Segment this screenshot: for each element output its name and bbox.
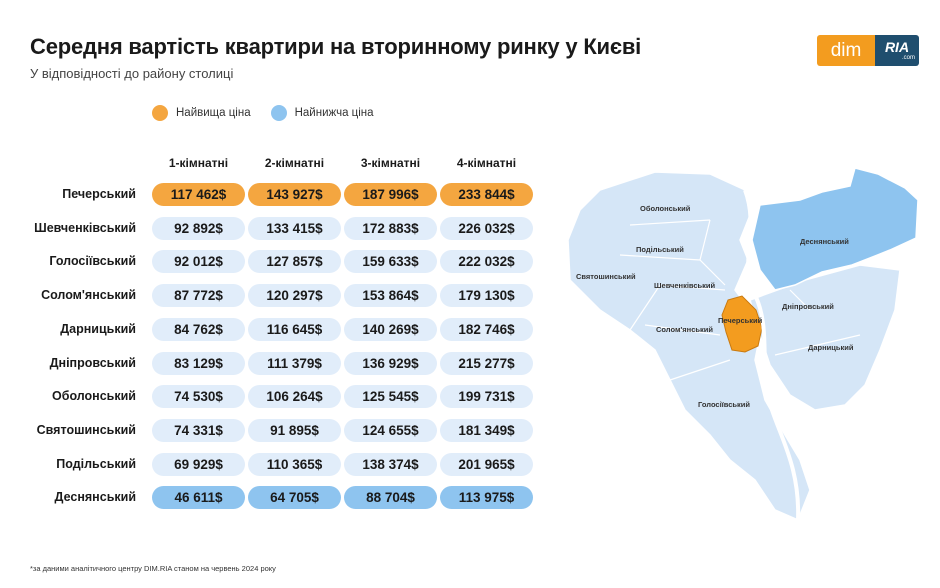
- price-cell: 91 895$: [248, 419, 341, 442]
- map-city-area: [567, 171, 811, 521]
- price-cell: 117 462$: [152, 183, 245, 206]
- map-label-dniprovskyi: Дніпровський: [782, 302, 834, 311]
- price-cell: 116 645$: [248, 318, 341, 341]
- price-cell: 74 530$: [152, 385, 245, 408]
- price-cell: 215 277$: [440, 352, 533, 375]
- price-cell: 159 633$: [344, 250, 437, 273]
- legend-label-high: Найвища ціна: [176, 107, 251, 119]
- dimria-logo: dim RIA .com: [817, 35, 919, 66]
- price-cell: 120 297$: [248, 284, 341, 307]
- price-cell: 182 746$: [440, 318, 533, 341]
- legend-item-low: Найнижча ціна: [270, 105, 374, 121]
- price-cell: 187 996$: [344, 183, 437, 206]
- logo-ria-part: RIA .com: [875, 35, 919, 66]
- map-border-lines: [619, 219, 861, 381]
- column-header: 3-кімнатні: [360, 156, 421, 170]
- price-cell: 69 929$: [152, 453, 245, 476]
- district-label: Святошинський: [36, 423, 136, 437]
- map-label-pecherskyi: Печерський: [718, 316, 763, 325]
- map-label-sviatoshynskyi: Святошинський: [576, 272, 636, 281]
- price-cell: 92 892$: [152, 217, 245, 240]
- price-cell: 222 032$: [440, 250, 533, 273]
- price-cell: 127 857$: [248, 250, 341, 273]
- district-label: Солом'янський: [41, 288, 136, 302]
- map-district-pecherskyi: [721, 295, 763, 353]
- kyiv-district-map: Оболонський Подільський Святошинський Ше…: [567, 167, 919, 521]
- column-header: 4-кімнатні: [456, 156, 517, 170]
- district-label: Подільський: [56, 457, 136, 471]
- map-label-solomianskyi: Солом'янський: [656, 325, 713, 334]
- price-cell: 124 655$: [344, 419, 437, 442]
- footnote: *за даними аналітичного центру DIM.RIA с…: [30, 564, 276, 573]
- column-header: 2-кімнатні: [264, 156, 325, 170]
- price-cell: 46 611$: [152, 486, 245, 509]
- price-cell: 133 415$: [248, 217, 341, 240]
- price-cell: 136 929$: [344, 352, 437, 375]
- legend-dot-low: [270, 105, 287, 121]
- price-cell: 84 762$: [152, 318, 245, 341]
- price-cell: 179 130$: [440, 284, 533, 307]
- price-cell: 143 927$: [248, 183, 341, 206]
- page-subtitle: У відповідності до району столиці: [30, 66, 234, 81]
- price-cell: 83 129$: [152, 352, 245, 375]
- map-label-obolonskyi: Оболонський: [640, 204, 691, 213]
- page-title: Середня вартість квартири на вторинному …: [30, 34, 642, 59]
- logo-dim-part: dim: [817, 35, 875, 66]
- district-label: Голосіївський: [49, 254, 136, 268]
- legend-dot-high: [152, 105, 168, 121]
- district-label: Шевченківський: [34, 221, 136, 235]
- price-cell: 181 349$: [440, 419, 533, 442]
- price-cell: 88 704$: [344, 486, 437, 509]
- map-label-desnianskyi: Деснянський: [800, 237, 849, 246]
- price-cell: 92 012$: [152, 250, 245, 273]
- map-label-darnytskyi: Дарницький: [808, 343, 854, 352]
- map-label-shevchenkivskyi: Шевченківський: [654, 281, 715, 290]
- price-cell: 125 545$: [344, 385, 437, 408]
- district-label: Дарницький: [60, 322, 136, 336]
- price-cell: 106 264$: [248, 385, 341, 408]
- map-label-podilskyi: Подільський: [636, 245, 684, 254]
- district-label: Печерський: [62, 187, 136, 201]
- legend-label-low: Найнижча ціна: [294, 107, 374, 119]
- price-cell: 64 705$: [248, 486, 341, 509]
- price-cell: 199 731$: [440, 385, 533, 408]
- district-label: Деснянський: [54, 490, 136, 504]
- price-cell: 201 965$: [440, 453, 533, 476]
- map-left-bank-area: [749, 264, 901, 411]
- logo-com-text: .com: [901, 55, 915, 61]
- price-cell: 87 772$: [152, 284, 245, 307]
- price-cell: 110 365$: [248, 453, 341, 476]
- price-cell: 111 379$: [248, 352, 341, 375]
- column-header: 1-кімнатні: [168, 156, 229, 170]
- price-cell: 226 032$: [440, 217, 533, 240]
- map-river: [743, 189, 801, 521]
- legend: Найвища ціна Найнижча ціна: [152, 105, 394, 121]
- price-cell: 113 975$: [440, 486, 533, 509]
- map-district-desnianskyi: [751, 167, 919, 291]
- price-cell: 140 269$: [344, 318, 437, 341]
- price-cell: 233 844$: [440, 183, 533, 206]
- price-cell: 74 331$: [152, 419, 245, 442]
- price-cell: 172 883$: [344, 217, 437, 240]
- district-label: Оболонський: [52, 389, 136, 403]
- logo-ria-text: RIA: [884, 39, 910, 55]
- map-label-holosiivskyi: Голосіївський: [698, 400, 750, 409]
- legend-item-high: Найвища ціна: [152, 105, 251, 121]
- district-label: Дніпровський: [49, 356, 136, 370]
- price-cell: 153 864$: [344, 284, 437, 307]
- price-cell: 138 374$: [344, 453, 437, 476]
